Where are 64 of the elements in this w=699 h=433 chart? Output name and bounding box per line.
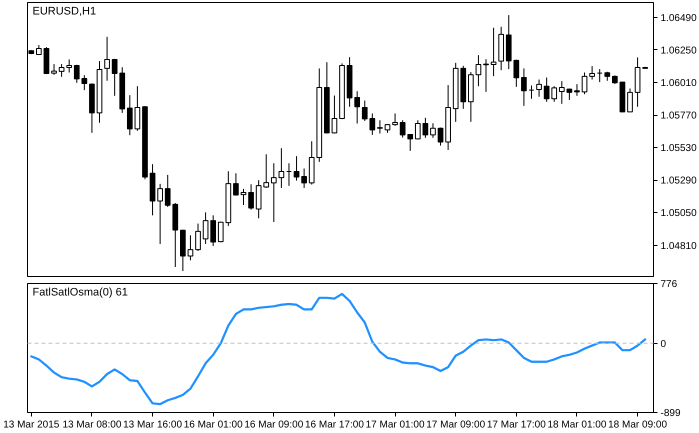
candlestick xyxy=(513,59,520,88)
candlestick xyxy=(188,234,194,261)
y-tick-label: 1.06490 xyxy=(660,12,698,24)
candlestick xyxy=(422,117,428,138)
candlestick xyxy=(74,64,80,84)
candlestick xyxy=(36,44,42,55)
candlestick xyxy=(301,168,307,188)
candlestick xyxy=(369,112,376,136)
candlestick xyxy=(112,58,118,96)
candlestick xyxy=(596,68,603,83)
candlestick xyxy=(218,221,224,243)
chart-title: FatlSatlOsma(0) 61 xyxy=(32,286,128,298)
candlestick xyxy=(104,36,110,82)
y-tick-label: 1.06250 xyxy=(660,45,698,56)
candlestick xyxy=(414,120,421,140)
candlestick xyxy=(294,156,300,182)
candlestick xyxy=(256,180,262,219)
candlestick xyxy=(157,183,163,244)
y-tick-label: 1.05770 xyxy=(660,110,698,122)
candlestick xyxy=(400,120,406,138)
y-tick-label: 776 xyxy=(660,279,678,290)
candlestick xyxy=(332,95,338,134)
candlestick xyxy=(558,80,565,104)
candlestick xyxy=(354,90,360,124)
x-tick-label: 16 Mar 01:00 xyxy=(184,420,244,430)
candlestick xyxy=(544,77,550,102)
x-tick-label: 13 Mar 16:00 xyxy=(123,420,182,430)
x-tick-label: 17 Mar 09:00 xyxy=(426,420,486,430)
y-tick-label: 1.05290 xyxy=(660,176,698,187)
candlestick xyxy=(286,162,292,186)
candlestick xyxy=(134,86,140,132)
candlestick xyxy=(551,86,558,102)
candlestick xyxy=(263,154,270,188)
candlestick xyxy=(362,100,368,122)
candlestick xyxy=(81,74,88,91)
x-tick-label: 17 Mar 01:00 xyxy=(366,420,425,430)
y-tick-label: 1.05530 xyxy=(660,143,698,154)
candlestick xyxy=(589,66,595,80)
chart-title: EURUSD,H1 xyxy=(32,6,96,18)
candlestick xyxy=(58,64,64,78)
candlestick xyxy=(278,148,284,188)
x-tick-label: 13 Mar 08:00 xyxy=(62,420,122,430)
x-tick-label: 16 Mar 09:00 xyxy=(244,420,304,430)
candlestick xyxy=(521,68,527,106)
candlestick xyxy=(528,85,534,100)
x-tick-label: 18 Mar 01:00 xyxy=(547,420,607,430)
x-tick-label: 17 Mar 17:00 xyxy=(486,420,546,430)
candlestick xyxy=(66,58,72,73)
y-tick-label: -899 xyxy=(660,408,681,419)
candlestick xyxy=(126,94,133,136)
x-tick-label: 13 Mar 2015 xyxy=(3,420,60,430)
candlestick xyxy=(210,214,216,246)
candlestick xyxy=(270,162,277,222)
y-tick-label: 1.06010 xyxy=(660,78,698,90)
y-tick-label: 0 xyxy=(660,338,666,350)
candlestick xyxy=(392,112,398,126)
candlestick xyxy=(536,79,542,98)
x-tick-label: 18 Mar 09:00 xyxy=(608,420,668,430)
candlestick xyxy=(407,133,414,152)
x-tick-label: 16 Mar 17:00 xyxy=(304,420,364,430)
y-tick-label: 1.04810 xyxy=(660,240,698,252)
candlestick xyxy=(566,88,572,100)
y-tick-label: 1.05050 xyxy=(660,208,698,220)
candlestick xyxy=(164,174,171,208)
